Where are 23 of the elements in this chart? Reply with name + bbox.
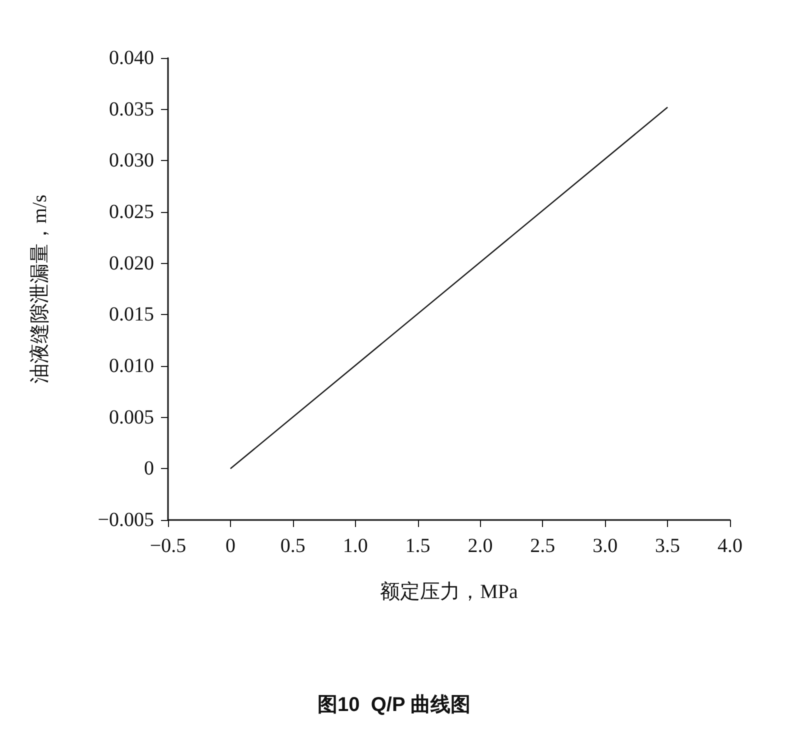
x-tick-label: 4.0 — [718, 535, 742, 557]
y-tick-label: 0.005 — [109, 406, 154, 428]
x-tick-label: 0.5 — [280, 535, 306, 557]
x-tick-label: 2.0 — [468, 535, 493, 557]
x-tick-label: 1.0 — [342, 535, 368, 557]
y-tick-label: 0.030 — [109, 150, 154, 172]
y-axis-title: 油液缝隙泄漏量，m/s — [29, 194, 51, 384]
x-tick-label: −0.5 — [150, 535, 186, 557]
x-tick-label: 3.5 — [655, 535, 680, 557]
x-tick-label: 2.5 — [530, 535, 556, 557]
x-tick-label: 3.0 — [592, 535, 618, 557]
y-tick-label: 0.015 — [109, 304, 154, 326]
y-tick-label: 0 — [144, 458, 154, 480]
x-tick-label: 1.5 — [405, 535, 430, 557]
y-tick-label: 0.020 — [109, 252, 154, 274]
x-tick-label: 0 — [225, 535, 236, 557]
y-tick-label: 0.010 — [109, 355, 154, 377]
y-tick-label: 0.025 — [109, 201, 154, 223]
y-tick-label: 0.035 — [109, 98, 154, 120]
x-axis-title: 额定压力，MPa — [380, 581, 518, 603]
y-tick-label: 0.040 — [109, 47, 154, 69]
text: 图10 Q/P 曲线图 — [317, 694, 471, 716]
y-tick-label: −0.005 — [98, 509, 154, 531]
